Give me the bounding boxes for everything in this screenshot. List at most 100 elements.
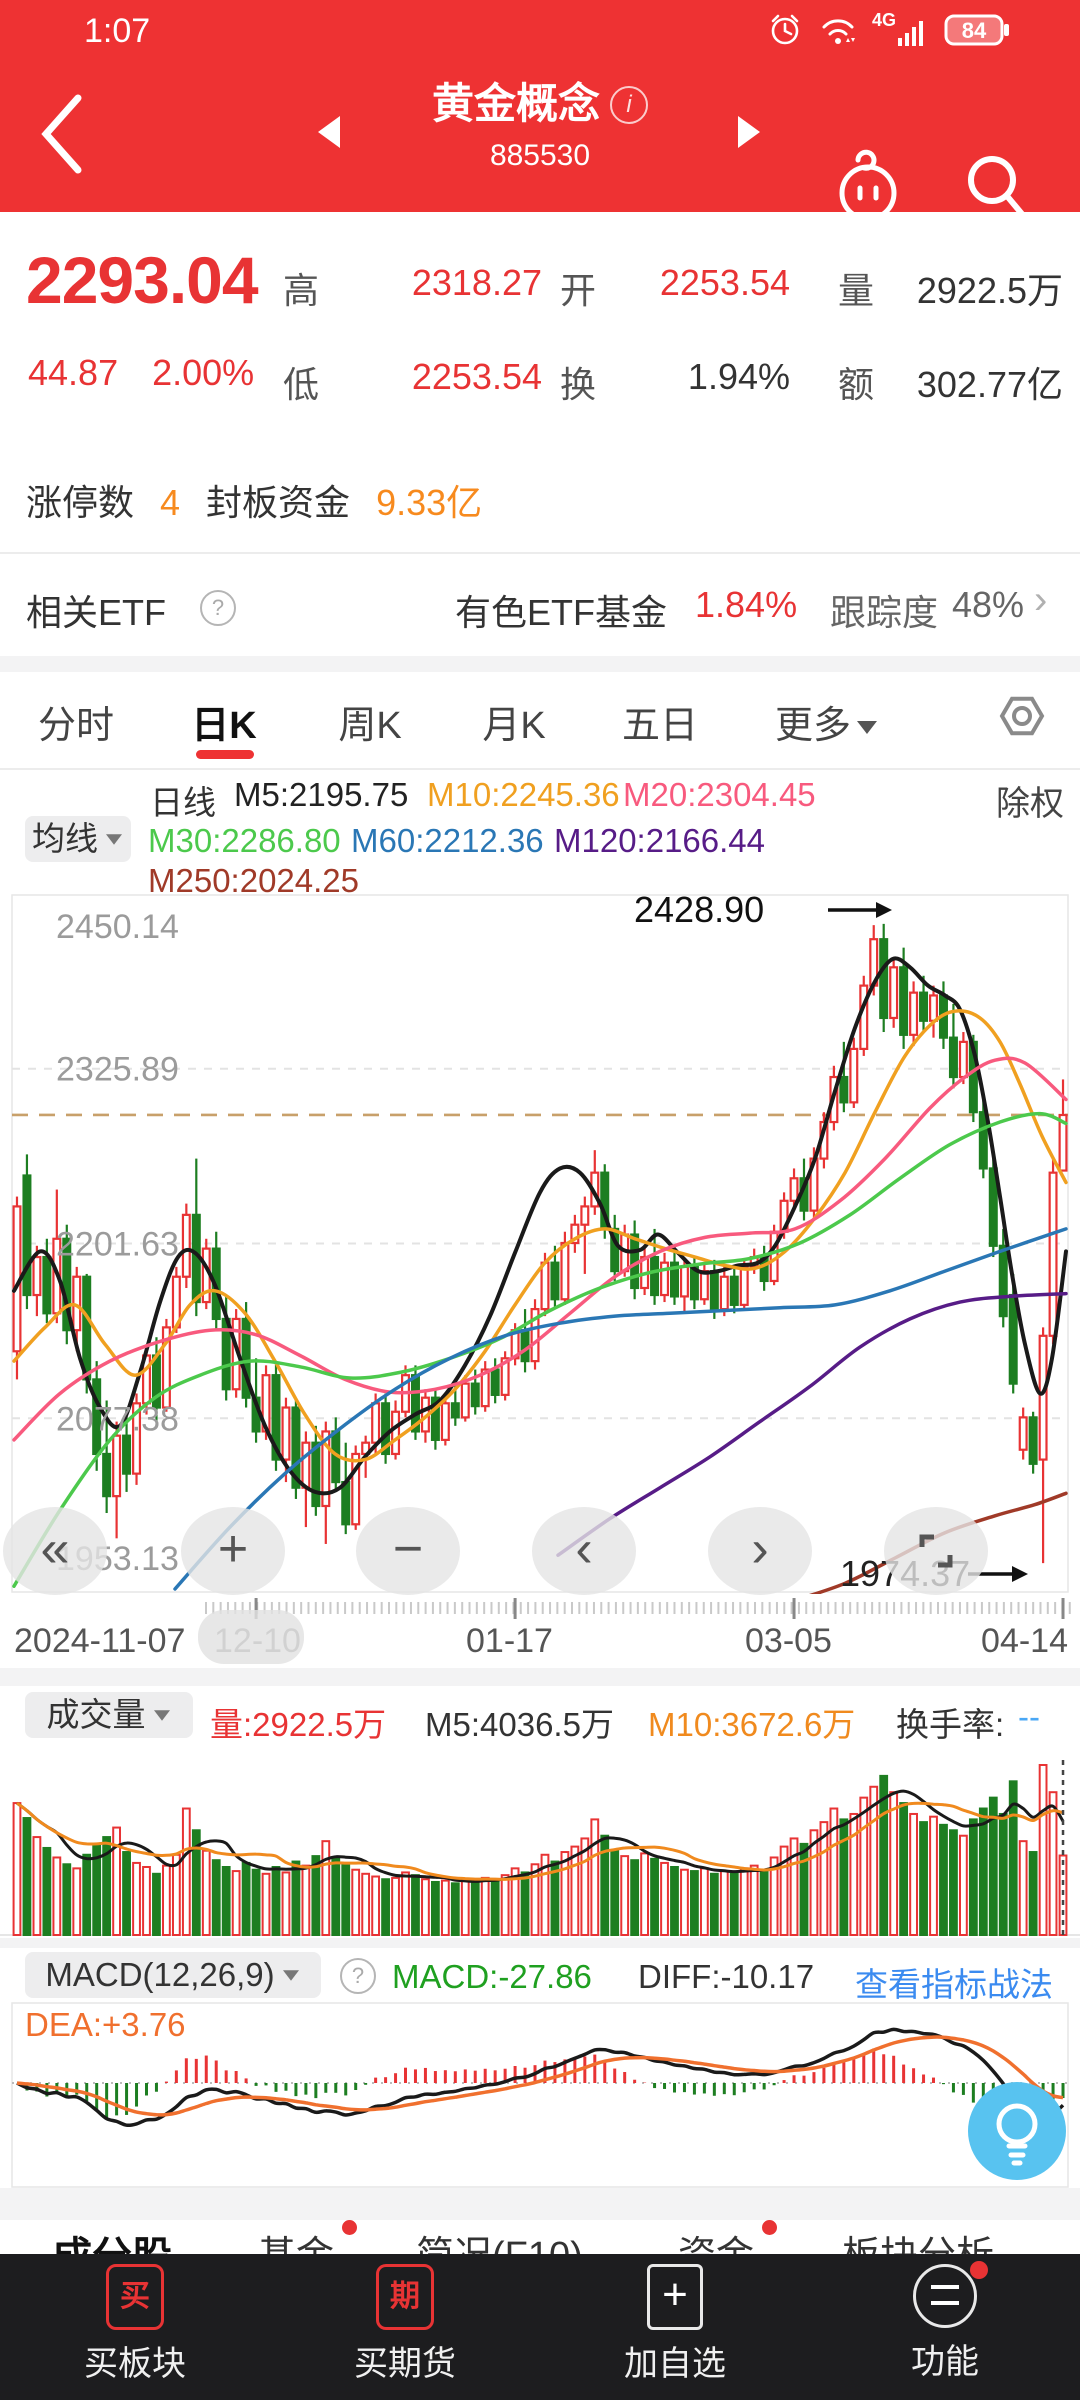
zoom-in-button[interactable]: +	[181, 1507, 285, 1595]
turnover-rate-value: --	[1018, 1698, 1040, 1735]
svg-text:2077.38: 2077.38	[56, 1400, 179, 1438]
tab-constituents[interactable]: 成分股	[52, 2224, 172, 2256]
macd-value: MACD:-27.86	[392, 1958, 592, 1995]
pan-left-button[interactable]: ‹	[532, 1507, 636, 1595]
volume-label: 量	[838, 270, 875, 311]
chart-settings-gear-icon[interactable]	[998, 692, 1046, 740]
nav-buy-sector[interactable]: 买 买板块	[0, 2254, 270, 2400]
clock-time: 1:07	[84, 12, 151, 50]
macd-header: MACD(12,26,9) ? MACD:-27.86 DIFF:-10.17 …	[0, 1948, 1080, 2004]
tab-minute[interactable]: 分时	[37, 705, 115, 747]
dropdown-arrow-icon	[106, 834, 122, 845]
help-icon[interactable]: ?	[200, 590, 236, 626]
seal-fund-label: 封板资金	[206, 482, 351, 523]
svg-text:2201.63: 2201.63	[56, 1226, 179, 1264]
svg-text:4G: 4G	[872, 10, 896, 30]
tab-funds[interactable]: 基金	[258, 2235, 335, 2256]
amount-label: 额	[838, 364, 875, 405]
volume-indicator-button[interactable]: 成交量	[25, 1692, 193, 1738]
diff-value: DIFF:-10.17	[638, 1958, 815, 1995]
alarm-icon	[771, 14, 799, 45]
date-label: 01-17	[466, 1622, 553, 1660]
macd-chart[interactable]	[0, 2002, 1080, 2190]
nav-buy-futures[interactable]: 期 买期货	[270, 2254, 540, 2400]
last-price: 2293.04	[26, 243, 259, 317]
back-icon[interactable]	[36, 92, 86, 176]
nav-add-watchlist[interactable]: + 加自选	[540, 2254, 810, 2400]
tracking-value: 48%	[952, 584, 1025, 625]
macd-indicator-button[interactable]: MACD(12,26,9)	[25, 1952, 321, 1998]
assistant-robot-icon[interactable]	[828, 148, 904, 224]
active-tab-underline	[196, 750, 254, 759]
tab-profile-f10[interactable]: 简况(F10)	[416, 2235, 583, 2256]
turnover-label: 换	[560, 364, 597, 405]
battery-icon: 84	[944, 14, 1009, 46]
battery-percent: 84	[962, 18, 987, 43]
date-label: 04-14	[981, 1622, 1068, 1660]
indicator-strategy-link[interactable]: 查看指标战法	[855, 1966, 1053, 2003]
restore-rights-button[interactable]: 除权	[996, 785, 1064, 823]
limit-count-value: 4	[160, 482, 181, 523]
tab-sector-analysis[interactable]: 板块分析	[842, 2235, 995, 2256]
etf-fund-name: 有色ETF基金	[455, 592, 667, 633]
tab-daily-k[interactable]: 日K	[191, 705, 257, 747]
change-percent: 2.00%	[152, 352, 255, 393]
dropdown-arrow-icon	[857, 721, 878, 734]
nav-label: 加自选	[624, 2345, 726, 2383]
prev-stock-icon[interactable]	[318, 116, 340, 148]
scrollbar-thumb[interactable]	[198, 1610, 304, 1664]
stock-code: 885530	[489, 139, 591, 172]
fullscreen-button[interactable]	[884, 1507, 988, 1595]
ma20-value: M20:2304.45	[623, 776, 816, 813]
divider	[0, 552, 1080, 554]
svg-text:2450.14: 2450.14	[56, 908, 179, 946]
ma-settings-button[interactable]: 均线	[25, 816, 131, 862]
pan-far-left-button[interactable]: «	[3, 1507, 107, 1595]
status-icons: 4G 84	[766, 8, 1012, 52]
kline-tab-bar: 分时 日K 周K 月K 五日 更多	[0, 672, 1080, 770]
ma10-value: M10:2245.36	[427, 776, 620, 813]
tab-five-day[interactable]: 五日	[621, 705, 699, 747]
section-gap	[0, 1938, 1080, 1948]
limit-up-row: 涨停数 4 封板资金 9.33亿	[26, 474, 508, 526]
ma-legend: 日线 M5:2195.75 M10:2245.36 M20:2304.45 除权…	[0, 770, 1080, 899]
related-etf-row[interactable]: 相关ETF ? 有色ETF基金 1.84% 跟踪度 48% ›	[0, 560, 1080, 656]
lightbulb-assistant-button[interactable]	[968, 2082, 1066, 2180]
divider	[0, 768, 1080, 770]
ma120-value: M120:2166.44	[554, 822, 766, 859]
nav-functions[interactable]: 功能	[810, 2254, 1080, 2400]
candlestick-chart[interactable]: 2450.142325.892201.632077.381953.132428.…	[0, 894, 1080, 1594]
buy-icon: 买	[106, 2264, 164, 2330]
nav-label: 买板块	[84, 2345, 186, 2383]
lightbulb-icon	[996, 2103, 1038, 2166]
pan-right-button[interactable]: ›	[708, 1507, 812, 1595]
tab-weekly-k[interactable]: 周K	[338, 705, 402, 747]
nav-label: 买期货	[354, 2345, 456, 2383]
notification-dot	[762, 2220, 777, 2235]
chevron-right-icon: ›	[1034, 578, 1048, 622]
next-stock-icon[interactable]	[738, 116, 760, 148]
macd-help-icon[interactable]: ?	[340, 1958, 376, 1994]
date-label: 03-05	[745, 1622, 832, 1660]
open-value: 2253.54	[659, 262, 790, 303]
date-label: 2024-11-07	[14, 1622, 186, 1660]
limit-count-label: 涨停数	[26, 482, 135, 523]
dea-value: DEA:+3.76	[25, 2006, 186, 2043]
zoom-out-button[interactable]: −	[356, 1507, 460, 1595]
turnover-value: 1.94%	[687, 356, 790, 397]
menu-icon	[913, 2261, 988, 2328]
ma250-value: M250:2024.25	[148, 862, 360, 899]
volume-ma10: M10:3672.6万	[648, 1706, 856, 1743]
tab-capital[interactable]: 资金	[678, 2235, 755, 2256]
signal-4g-icon: 4G	[872, 10, 923, 46]
volume-value: 2922.5万	[916, 270, 1063, 311]
search-icon[interactable]	[960, 150, 1032, 222]
info-icon[interactable]: i	[610, 86, 648, 124]
tab-more[interactable]: 更多	[775, 694, 878, 749]
futures-icon: 期	[376, 2264, 434, 2330]
tab-monthly-k[interactable]: 月K	[482, 705, 546, 747]
volume-chart[interactable]	[0, 1742, 1080, 1940]
seal-fund-value: 9.33亿	[376, 482, 483, 523]
section-gap	[0, 2188, 1080, 2220]
